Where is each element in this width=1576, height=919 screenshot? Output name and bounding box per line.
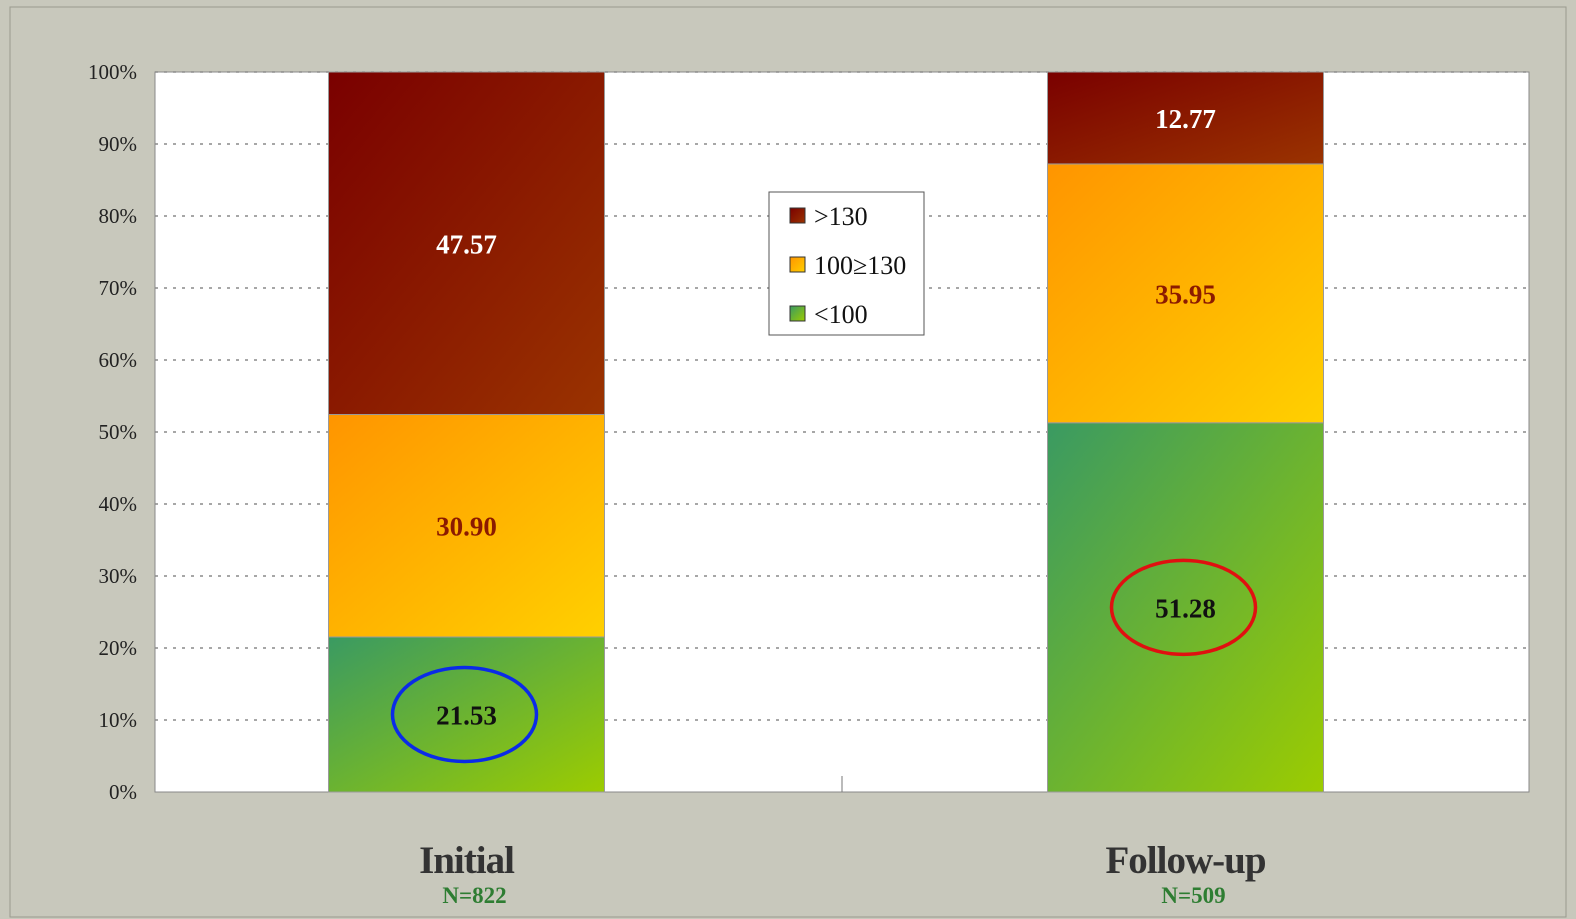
sample-size-label-follow-up: N=509: [1161, 883, 1225, 908]
legend-swatch-lt-100: [789, 305, 806, 322]
y-tick-label: 50%: [99, 420, 138, 444]
x-category-label-initial: Initial: [419, 839, 515, 882]
outer-frame: [9, 6, 1567, 918]
data-label-initial-100-ge-130: 30.90: [436, 512, 497, 542]
highlight-ellipse-follow-up: [1109, 558, 1258, 657]
y-tick-label: 90%: [99, 132, 138, 156]
y-tick-label: 0%: [109, 780, 137, 804]
data-label-follow-up-lt-100: 51.28: [1155, 593, 1216, 623]
legend-label-gt-130: >130: [814, 202, 868, 231]
bar-initial-gt-130: [328, 71, 605, 416]
data-labels: 21.53 30.90 47.57 51.28 35.95 12.77: [436, 104, 1216, 731]
legend-label-lt-100: <100: [814, 300, 868, 329]
legend-swatch-gt-130: [789, 207, 806, 224]
legend-label-100-ge-130: 100≥130: [814, 251, 906, 280]
y-tick-label: 30%: [99, 564, 138, 588]
data-label-initial-gt-130: 47.57: [436, 229, 497, 259]
bar-follow-up-gt-130: [1047, 71, 1324, 165]
highlight-ellipses: [390, 558, 1258, 764]
y-tick-label: 20%: [99, 636, 138, 660]
y-tick-label: 80%: [99, 204, 138, 228]
bar-follow-up-lt-100: [1047, 422, 1324, 793]
bars: [328, 71, 1324, 793]
sample-size-label-initial: N=822: [442, 883, 506, 908]
data-label-follow-up-100-ge-130: 35.95: [1155, 279, 1216, 309]
bar-follow-up-100-ge-130: [1047, 163, 1324, 424]
x-category-label-follow-up: Follow-up: [1105, 839, 1265, 882]
data-label-initial-lt-100: 21.53: [436, 700, 497, 730]
bar-initial-100-ge-130: [328, 414, 605, 638]
legend: >130 100≥130 <100: [768, 191, 925, 336]
data-label-follow-up-gt-130: 12.77: [1155, 104, 1216, 134]
bar-initial-lt-100: [328, 636, 605, 793]
y-tick-label: 70%: [99, 276, 138, 300]
y-tick-label: 100%: [88, 60, 137, 84]
y-axis: 0% 10% 20% 30% 40% 50% 60% 70% 80% 90% 100%: [88, 60, 137, 804]
legend-swatch-100-ge-130: [789, 256, 806, 273]
highlight-ellipse-initial: [390, 665, 539, 764]
y-tick-label: 10%: [99, 708, 138, 732]
y-tick-label: 60%: [99, 348, 138, 372]
y-tick-label: 40%: [99, 492, 138, 516]
